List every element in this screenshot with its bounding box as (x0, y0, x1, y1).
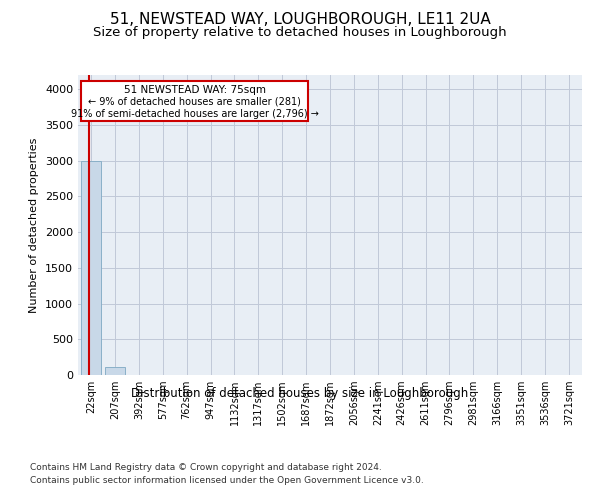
Text: Distribution of detached houses by size in Loughborough: Distribution of detached houses by size … (131, 388, 469, 400)
Bar (105, 367, 125, 375)
Text: Contains public sector information licensed under the Open Government Licence v3: Contains public sector information licen… (30, 476, 424, 485)
Text: 51 NEWSTEAD WAY: 75sqm: 51 NEWSTEAD WAY: 75sqm (124, 85, 266, 95)
Text: ← 9% of detached houses are smaller (281): ← 9% of detached houses are smaller (281… (88, 97, 301, 107)
Text: Size of property relative to detached houses in Loughborough: Size of property relative to detached ho… (93, 26, 507, 39)
Y-axis label: Number of detached properties: Number of detached properties (29, 138, 40, 312)
Text: 91% of semi-detached houses are larger (2,796) →: 91% of semi-detached houses are larger (… (71, 108, 319, 118)
Text: 51, NEWSTEAD WAY, LOUGHBOROUGH, LE11 2UA: 51, NEWSTEAD WAY, LOUGHBOROUGH, LE11 2UA (110, 12, 490, 28)
FancyBboxPatch shape (81, 82, 308, 120)
Text: Contains HM Land Registry data © Crown copyright and database right 2024.: Contains HM Land Registry data © Crown c… (30, 462, 382, 471)
Bar (81, 160, 101, 375)
